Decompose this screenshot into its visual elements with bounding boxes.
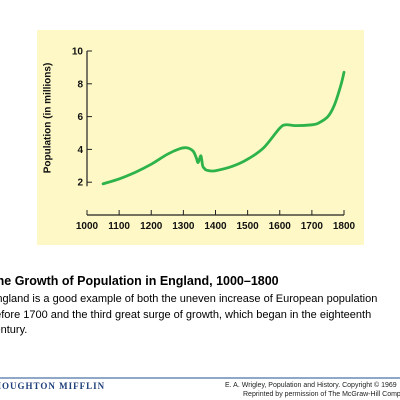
footer-divider xyxy=(0,377,400,379)
x-tick-label-1800: 1800 xyxy=(333,221,356,232)
y-tick-label-2: 2 xyxy=(77,178,83,189)
figure-caption-body: England is a good example of both the un… xyxy=(0,292,400,339)
figure-caption-title: The Growth of Population in England, 100… xyxy=(0,274,279,288)
credit-line-2: Reprinted by permission of The McGraw-Hi… xyxy=(243,391,400,398)
x-tick-label-1400: 1400 xyxy=(204,221,227,232)
caption-line-3: century. xyxy=(0,324,28,336)
publisher-logo: HOUGHTON MIFFLIN xyxy=(0,381,106,391)
x-tick-label-1200: 1200 xyxy=(140,221,163,232)
y-tick-label-10: 10 xyxy=(72,47,84,58)
population-line-chart: 2 4 6 8 10 1000 1100 1200 1300 1400 1500 1600 1700 18… xyxy=(72,47,356,233)
x-tick-label-1000: 1000 xyxy=(76,221,99,232)
chart-panel: 2 4 6 8 10 1000 1100 1200 1300 1400 1500 1600 1700 18… xyxy=(37,30,364,245)
x-tick-label-1700: 1700 xyxy=(301,221,324,232)
copyright-credit: E. A. Wrigley, Population and History. C… xyxy=(225,381,400,399)
y-tick-label-8: 8 xyxy=(77,79,83,90)
y-tick-label-6: 6 xyxy=(77,112,83,123)
y-axis-label: Population (in millions) xyxy=(42,62,54,174)
x-tick-label-1500: 1500 xyxy=(237,221,260,232)
caption-line-2: before 1700 and the third great surge of… xyxy=(0,308,372,321)
x-tick-label-1100: 1100 xyxy=(108,221,130,232)
y-tick-label-4: 4 xyxy=(77,145,83,156)
x-tick-label-1600: 1600 xyxy=(269,221,292,232)
credit-line-1: E. A. Wrigley, Population and History. C… xyxy=(225,382,397,389)
x-tick-label-1300: 1300 xyxy=(172,221,195,232)
caption-line-1: England is a good example of both the un… xyxy=(0,293,378,305)
series-line-0 xyxy=(101,70,346,186)
